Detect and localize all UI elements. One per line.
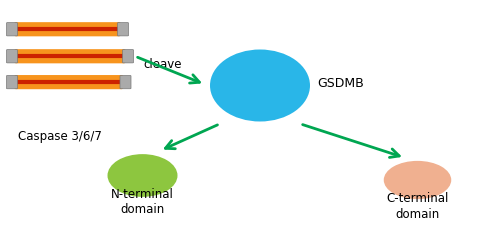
FancyBboxPatch shape — [6, 50, 18, 63]
Ellipse shape — [210, 50, 310, 122]
FancyBboxPatch shape — [6, 23, 18, 36]
FancyBboxPatch shape — [14, 49, 126, 63]
FancyBboxPatch shape — [120, 75, 131, 89]
Text: GSDMB: GSDMB — [318, 77, 364, 90]
Text: Caspase 3/6/7: Caspase 3/6/7 — [18, 130, 102, 143]
FancyBboxPatch shape — [118, 23, 128, 36]
FancyBboxPatch shape — [14, 22, 120, 36]
FancyBboxPatch shape — [122, 50, 134, 63]
FancyBboxPatch shape — [14, 75, 123, 89]
Ellipse shape — [384, 161, 451, 199]
Text: N-terminal
domain: N-terminal domain — [111, 188, 174, 216]
FancyBboxPatch shape — [6, 75, 18, 89]
Ellipse shape — [108, 154, 178, 197]
Text: cleave: cleave — [144, 58, 182, 71]
Text: C-terminal
domain: C-terminal domain — [386, 193, 448, 220]
